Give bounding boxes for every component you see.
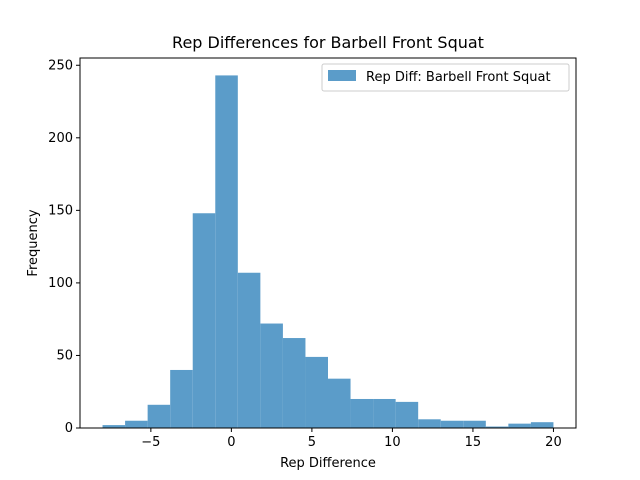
histogram-bar [463,420,486,428]
histogram-bar [328,378,351,428]
histogram-bar [485,426,509,428]
x-tick-label: 20 [545,435,562,450]
histogram-bar [237,272,261,428]
histogram-bar [530,422,554,428]
chart-title: Rep Differences for Barbell Front Squat [172,33,484,52]
y-tick-label: 150 [48,203,73,218]
histogram-bar [373,398,396,428]
x-tick-label: 15 [465,435,482,450]
legend-entry-label: Rep Diff: Barbell Front Squat [366,70,551,85]
histogram-bar [305,356,328,428]
histogram-bar [282,338,306,428]
y-tick-label: 0 [65,421,73,436]
histogram-bar [125,420,148,428]
legend-swatch [328,70,356,81]
histogram-bar [147,404,171,428]
axes-frame [79,57,577,429]
x-tick-label: 0 [227,435,235,450]
histogram-bar [215,75,238,428]
histogram-bar [260,323,283,428]
y-tick-label: 250 [48,58,73,73]
histogram-bar [440,420,464,428]
legend-box [321,63,570,92]
histogram-bar [418,419,441,428]
x-axis-label: Rep Difference [280,456,376,471]
histogram-bars [102,75,554,428]
y-tick-label: 200 [48,131,73,146]
histogram-bar [102,425,126,428]
legend: Rep Diff: Barbell Front Squat [321,63,570,92]
histogram-bar [508,423,531,428]
histogram-bar [170,369,193,428]
x-axis-ticks: −5 0 5 10 15 20 [141,428,562,450]
y-axis-ticks: 0 50 100 150 200 250 [48,58,80,436]
histogram-bar [192,213,216,428]
histogram-bar [350,398,374,428]
histogram-bar [395,401,419,428]
y-tick-label: 50 [56,348,73,363]
y-axis-label: Frequency [26,209,41,276]
x-tick-label: 10 [384,435,401,450]
x-tick-label: −5 [141,435,160,450]
y-tick-label: 100 [48,276,73,291]
x-tick-label: 5 [308,435,316,450]
